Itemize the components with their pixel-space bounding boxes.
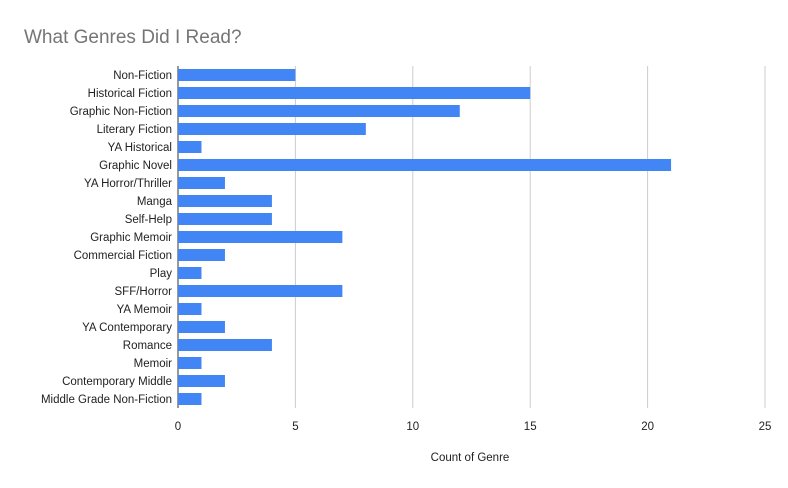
category-label: Middle Grade Non-Fiction <box>41 394 172 406</box>
category-label: Graphic Non-Fiction <box>70 106 172 118</box>
bar <box>178 285 343 297</box>
bar <box>178 105 460 117</box>
x-tick-label: 5 <box>292 421 298 433</box>
bar <box>178 249 225 261</box>
category-label: Memoir <box>134 358 173 370</box>
bar <box>178 339 272 351</box>
bar <box>178 159 672 171</box>
category-label: Literary Fiction <box>97 124 172 136</box>
bar <box>178 321 225 333</box>
bar <box>178 69 296 81</box>
x-tick-label: 0 <box>175 421 181 433</box>
bar <box>178 177 225 189</box>
x-tick-labels: 0 5 10 15 20 25 <box>175 421 772 433</box>
bar <box>178 393 202 405</box>
category-label: YA Historical <box>108 142 172 154</box>
category-label: Self-Help <box>125 214 172 226</box>
bar <box>178 303 202 315</box>
category-label: Romance <box>123 340 172 352</box>
category-label: Non-Fiction <box>113 70 172 82</box>
x-tick-label: 20 <box>641 421 654 433</box>
category-label: Graphic Novel <box>99 160 172 172</box>
bar <box>178 231 343 243</box>
bar <box>178 141 202 153</box>
category-label: Commercial Fiction <box>74 250 172 262</box>
bar <box>178 195 272 207</box>
category-label: Play <box>150 268 173 280</box>
x-axis-title: Count of Genre <box>431 452 510 464</box>
category-label: SFF/Horror <box>115 286 173 298</box>
bar <box>178 357 202 369</box>
bar <box>178 267 202 279</box>
category-label: YA Memoir <box>117 304 173 316</box>
bar <box>178 375 225 387</box>
bars <box>178 69 672 405</box>
x-tick-label: 10 <box>406 421 419 433</box>
category-label: Graphic Memoir <box>90 232 172 244</box>
category-label: Historical Fiction <box>88 88 172 100</box>
bar <box>178 213 272 225</box>
category-label: YA Contemporary <box>82 322 172 334</box>
chart-title: What Genres Did I Read? <box>24 27 242 48</box>
bar <box>178 123 366 135</box>
x-tick-label: 25 <box>759 421 772 433</box>
category-labels: Non-Fiction Historical Fiction Graphic Non… <box>41 70 173 406</box>
category-label: Contemporary Middle <box>62 376 172 388</box>
category-label: Manga <box>137 196 173 208</box>
bar <box>178 87 531 99</box>
x-tick-label: 15 <box>524 421 537 433</box>
category-label: YA Horror/Thriller <box>84 178 172 190</box>
